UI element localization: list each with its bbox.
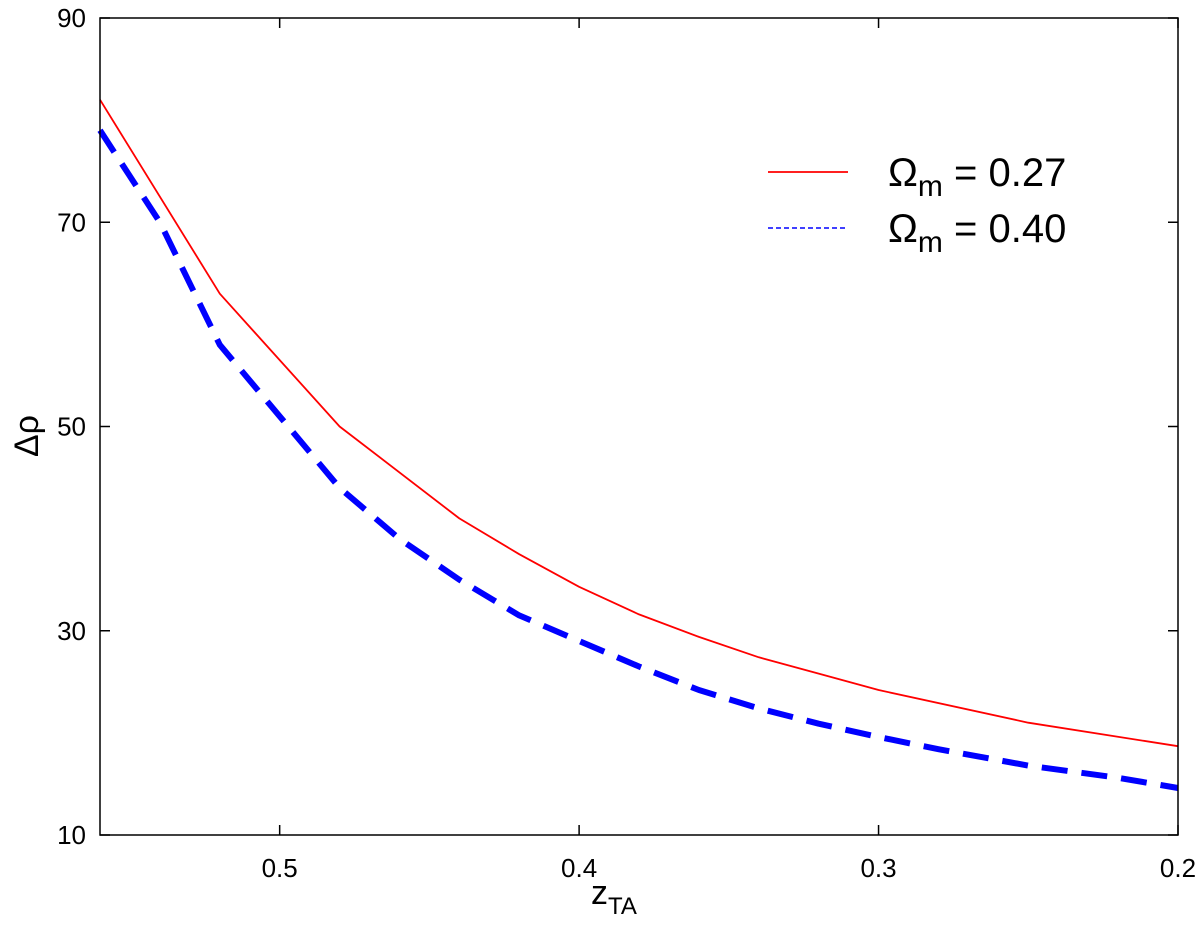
x-axis-label-sub: TA xyxy=(608,893,637,920)
x-tick-label: 0.4 xyxy=(561,853,597,883)
legend-symbol: Ω xyxy=(888,207,918,251)
tick-layer: 0.5 0.4 0.3 0.2 10 30 50 70 90 xyxy=(57,3,1196,883)
y-axis-label: Δρ xyxy=(8,415,46,457)
legend-value: = 0.40 xyxy=(943,207,1066,251)
legend-label-2: Ωm = 0.40 xyxy=(888,207,1066,259)
legend-subscript: m xyxy=(918,170,943,203)
legend-symbol: Ω xyxy=(888,151,918,195)
legend-label-1: Ωm = 0.27 xyxy=(888,151,1066,203)
series-layer xyxy=(97,99,1179,791)
x-tick-label: 0.2 xyxy=(1160,853,1196,883)
x-axis-label: zTA xyxy=(591,874,637,920)
y-tick-label: 30 xyxy=(57,616,86,646)
series-line-2 xyxy=(97,128,1179,791)
x-axis-label-main: z xyxy=(591,874,608,912)
y-tick-label: 90 xyxy=(57,3,86,33)
y-tick-label: 10 xyxy=(57,820,86,850)
y-tick-label: 50 xyxy=(57,412,86,442)
legend-subscript: m xyxy=(918,226,943,259)
y-tick-label: 70 xyxy=(57,207,86,237)
legend-value: = 0.27 xyxy=(943,151,1066,195)
x-tick-label: 0.3 xyxy=(860,853,896,883)
x-tick-label: 0.5 xyxy=(262,853,298,883)
series-line-1 xyxy=(99,99,1179,748)
plot-frame xyxy=(99,17,1179,836)
